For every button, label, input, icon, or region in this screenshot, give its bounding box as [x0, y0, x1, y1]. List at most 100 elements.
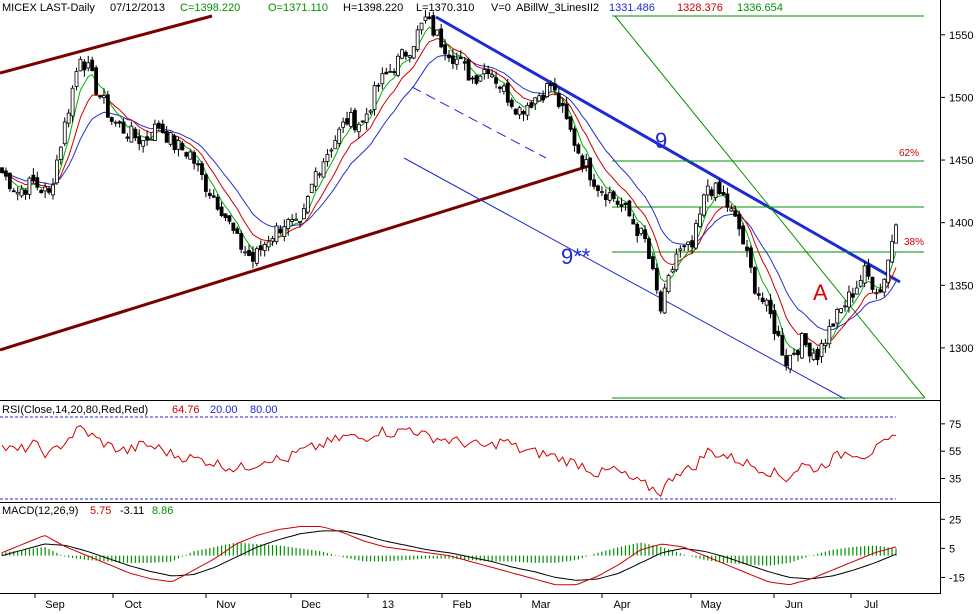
header-symbol: MICEX LAST-Daily [2, 2, 95, 14]
candle-body [529, 102, 534, 108]
candle-body [458, 57, 463, 60]
macd-line [1, 526, 897, 586]
candle-body [815, 348, 820, 361]
candle-body [172, 135, 177, 150]
candle-body [745, 246, 749, 251]
macd-signal-value: -3.11 [120, 505, 144, 517]
candle-body [203, 174, 208, 192]
candle-body [98, 95, 102, 98]
candle-body [325, 153, 330, 162]
candle-body [254, 248, 259, 264]
fib-label-38: 38% [904, 237, 924, 248]
candle-body [482, 69, 487, 75]
candle-body [392, 71, 397, 74]
candle-body [137, 136, 142, 145]
macd-y-tick-label: 25 [949, 514, 961, 526]
candle-body [372, 85, 377, 110]
candle-body [11, 190, 16, 193]
rsi-line [1, 425, 896, 498]
candle-body [768, 299, 773, 315]
candle-body [54, 159, 59, 184]
header-open: O=1371.110 [268, 2, 328, 14]
trendlines [0, 14, 926, 400]
macd-y-axis: 25 5 -15 [940, 514, 965, 584]
candle-body [847, 291, 851, 308]
candle-body [486, 69, 491, 75]
candle-body [35, 177, 40, 188]
header-close: C=1398.220 [180, 2, 240, 14]
price-y-tick-label: 1300 [949, 343, 973, 355]
candle-body [231, 222, 236, 231]
candle-body [498, 86, 502, 89]
price-y-tick-label: 1450 [949, 155, 973, 167]
candle-body [854, 287, 859, 295]
candle-body [168, 132, 173, 145]
candle-body [576, 144, 581, 154]
candle-body [62, 121, 67, 145]
candle-body [411, 46, 416, 59]
candle-body [286, 219, 291, 229]
x-tick-label: 13 [382, 599, 394, 611]
candle-body [345, 118, 349, 125]
candle-body [141, 140, 146, 147]
rsi-label: RSI(Close,14,20,80,Red,Red) [2, 404, 148, 416]
candle-body [27, 177, 32, 195]
candle-body [102, 95, 106, 99]
macd-panel: MACD(12,26,9) 5.75 -3.11 8.86 25 5 -15 [1, 505, 965, 586]
candle-body [611, 191, 616, 200]
candle-body [360, 120, 365, 123]
candle-body [333, 140, 338, 150]
candle-body [90, 59, 95, 72]
candle-body [737, 213, 742, 230]
candle-body [894, 224, 898, 244]
candle-body [662, 287, 667, 314]
wave-label-a: A [813, 280, 828, 305]
candle-body [262, 243, 267, 251]
candle-body [94, 67, 99, 95]
header-volume: V=0 [491, 2, 511, 14]
candle-body [349, 112, 353, 127]
candle-body [890, 241, 894, 263]
price-y-tick-label: 1550 [949, 30, 973, 42]
candle-body [258, 245, 263, 251]
candle-body [870, 276, 875, 290]
candle-body [321, 161, 326, 178]
candle-body [156, 122, 161, 128]
candle-body [31, 174, 36, 182]
candle-body [117, 121, 122, 124]
macd-signal-line [1, 530, 897, 581]
candle-body [545, 83, 549, 98]
candle-body [764, 299, 769, 306]
x-tick-label: Mar [532, 599, 551, 611]
candle-body [631, 219, 636, 225]
candle-body [251, 251, 255, 262]
candle-body [43, 186, 48, 192]
candle-body [462, 61, 467, 64]
candle-body [537, 95, 542, 102]
candle-body [129, 125, 134, 143]
x-tick-label: Nov [216, 599, 236, 611]
candle-body [329, 149, 334, 152]
rsi-series [1, 425, 896, 498]
candle-body [302, 208, 306, 220]
x-tick-label: Sep [45, 599, 65, 611]
macd-hist-value: 8.86 [152, 505, 173, 517]
candle-body [556, 92, 561, 107]
candle-body [15, 191, 20, 195]
candle-body [603, 194, 608, 200]
candle-body [443, 44, 447, 55]
candle-body [451, 55, 455, 64]
candle-body [690, 240, 695, 248]
candle-body [160, 123, 165, 134]
candle-body [886, 259, 891, 283]
candle-body [682, 245, 687, 248]
macd-series [1, 526, 897, 586]
x-tick-label: Jul [864, 599, 878, 611]
candle-body [427, 16, 432, 19]
candle-body [180, 143, 185, 151]
candle-body [466, 59, 471, 81]
candle-body [164, 130, 169, 143]
candle-body [658, 291, 663, 312]
header-high: H=1398.220 [343, 2, 403, 14]
candle-body [729, 208, 734, 212]
